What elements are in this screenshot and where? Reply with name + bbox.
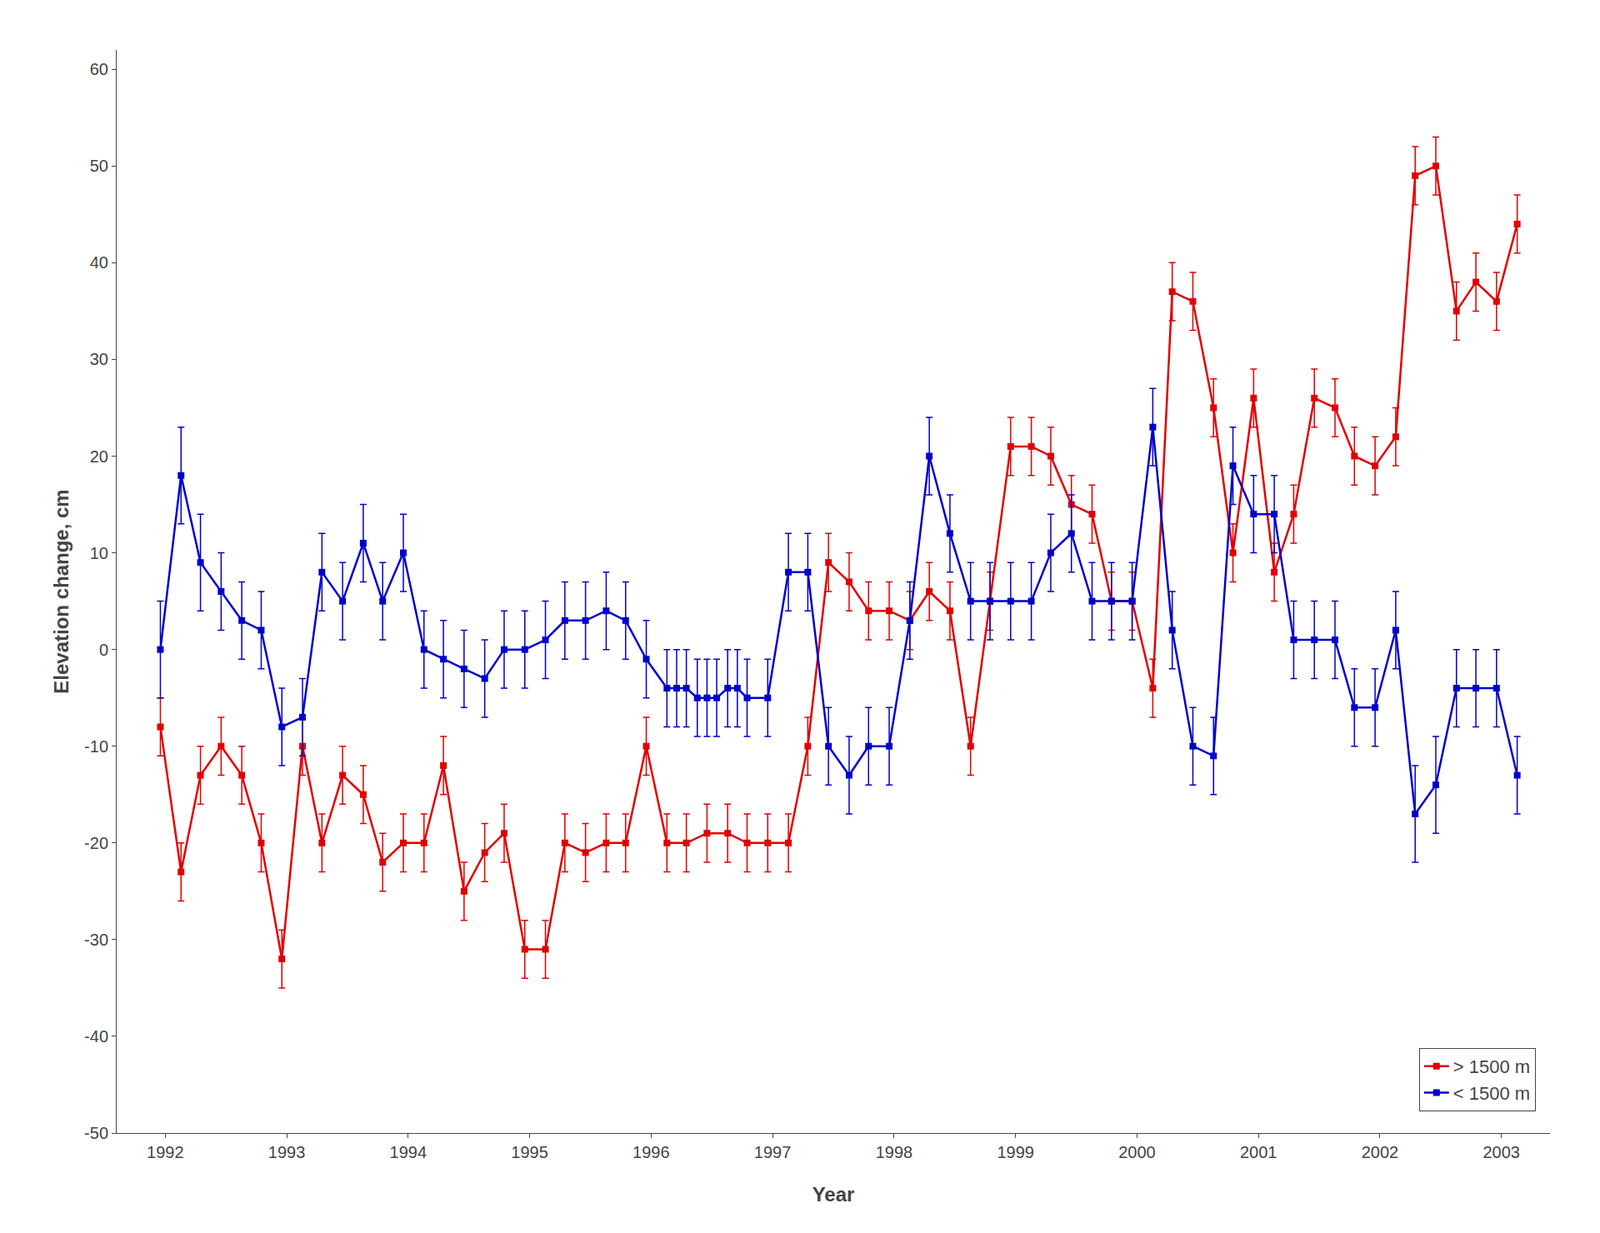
- svg-text:30: 30: [90, 350, 109, 369]
- svg-text:10: 10: [90, 544, 109, 563]
- svg-text:1992: 1992: [146, 1143, 185, 1162]
- svg-text:1993: 1993: [268, 1143, 306, 1162]
- svg-text:2002: 2002: [1361, 1143, 1400, 1162]
- svg-text:1996: 1996: [632, 1143, 670, 1162]
- svg-text:Year: Year: [812, 1183, 855, 1206]
- svg-text:1999: 1999: [996, 1143, 1035, 1162]
- svg-text:< 1500 m: < 1500 m: [1453, 1083, 1530, 1105]
- svg-text:1995: 1995: [510, 1143, 549, 1162]
- svg-text:Elevation change, cm: Elevation change, cm: [50, 489, 73, 694]
- svg-text:-10: -10: [84, 737, 109, 756]
- svg-text:60: 60: [90, 60, 109, 79]
- svg-text:1998: 1998: [875, 1143, 914, 1162]
- svg-text:40: 40: [90, 253, 109, 272]
- svg-text:1994: 1994: [390, 1143, 427, 1162]
- svg-text:-50: -50: [84, 1124, 109, 1143]
- svg-text:> 1500 m: > 1500 m: [1453, 1056, 1530, 1078]
- svg-text:1997: 1997: [754, 1143, 792, 1162]
- svg-text:2000: 2000: [1118, 1143, 1156, 1162]
- svg-text:0: 0: [99, 640, 109, 660]
- svg-text:2001: 2001: [1240, 1143, 1278, 1162]
- svg-text:20: 20: [90, 447, 109, 466]
- svg-text:-40: -40: [84, 1027, 109, 1046]
- svg-text:-30: -30: [84, 930, 109, 950]
- svg-text:50: 50: [90, 156, 109, 175]
- svg-text:2003: 2003: [1482, 1143, 1520, 1162]
- svg-text:-20: -20: [84, 834, 109, 853]
